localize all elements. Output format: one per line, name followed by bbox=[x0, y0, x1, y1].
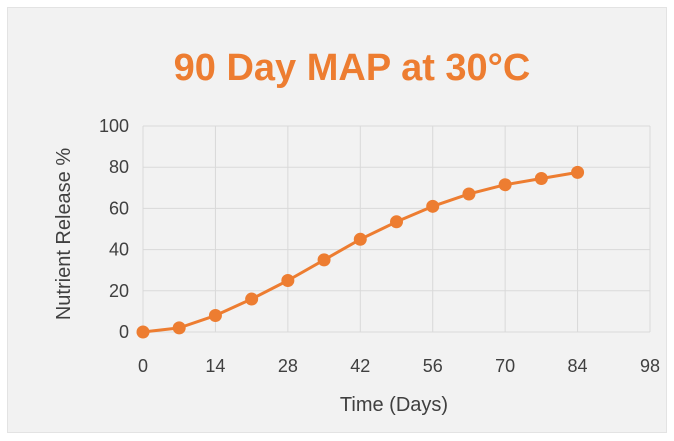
data-point-7 bbox=[390, 215, 403, 229]
data-point-5 bbox=[317, 253, 331, 267]
data-point-9 bbox=[462, 187, 476, 201]
data-point-10 bbox=[498, 178, 512, 192]
data-point-6 bbox=[353, 232, 367, 246]
chart-area bbox=[7, 7, 667, 433]
y-tick-label-0: 0 bbox=[119, 322, 129, 342]
x-axis-label: Time (Days) bbox=[340, 394, 448, 416]
x-tick-label-3: 42 bbox=[350, 356, 370, 376]
data-point-3 bbox=[245, 292, 259, 306]
data-point-12 bbox=[571, 165, 585, 179]
y-axis-ticks: 0 20 40 60 80 100 bbox=[99, 116, 129, 342]
data-point-11 bbox=[534, 172, 548, 186]
x-tick-label-0: 0 bbox=[138, 356, 148, 376]
data-point-4 bbox=[281, 274, 295, 287]
x-tick-label-1: 14 bbox=[205, 356, 225, 376]
y-tick-label-3: 60 bbox=[109, 198, 129, 218]
data-series bbox=[136, 165, 585, 339]
y-tick-label-5: 100 bbox=[99, 116, 129, 136]
x-axis-ticks: 0 14 28 42 56 70 84 98 bbox=[138, 356, 660, 376]
x-tick-label-4: 56 bbox=[423, 356, 443, 376]
y-axis-label: Nutrient Release % bbox=[53, 148, 75, 321]
x-tick-label-5: 70 bbox=[495, 356, 515, 376]
data-point-2 bbox=[208, 309, 222, 323]
gridlines bbox=[142, 125, 651, 333]
data-point-0 bbox=[136, 325, 150, 339]
data-point-1 bbox=[172, 321, 186, 335]
data-point-8 bbox=[426, 199, 440, 213]
x-tick-label-2: 28 bbox=[278, 356, 298, 376]
y-tick-label-4: 80 bbox=[109, 157, 129, 177]
x-tick-label-7: 98 bbox=[640, 356, 660, 376]
chart-title: 90 Day MAP at 30°C bbox=[174, 47, 531, 89]
y-tick-label-2: 40 bbox=[109, 240, 129, 260]
x-tick-label-6: 84 bbox=[568, 356, 588, 376]
y-tick-label-1: 20 bbox=[109, 281, 129, 301]
